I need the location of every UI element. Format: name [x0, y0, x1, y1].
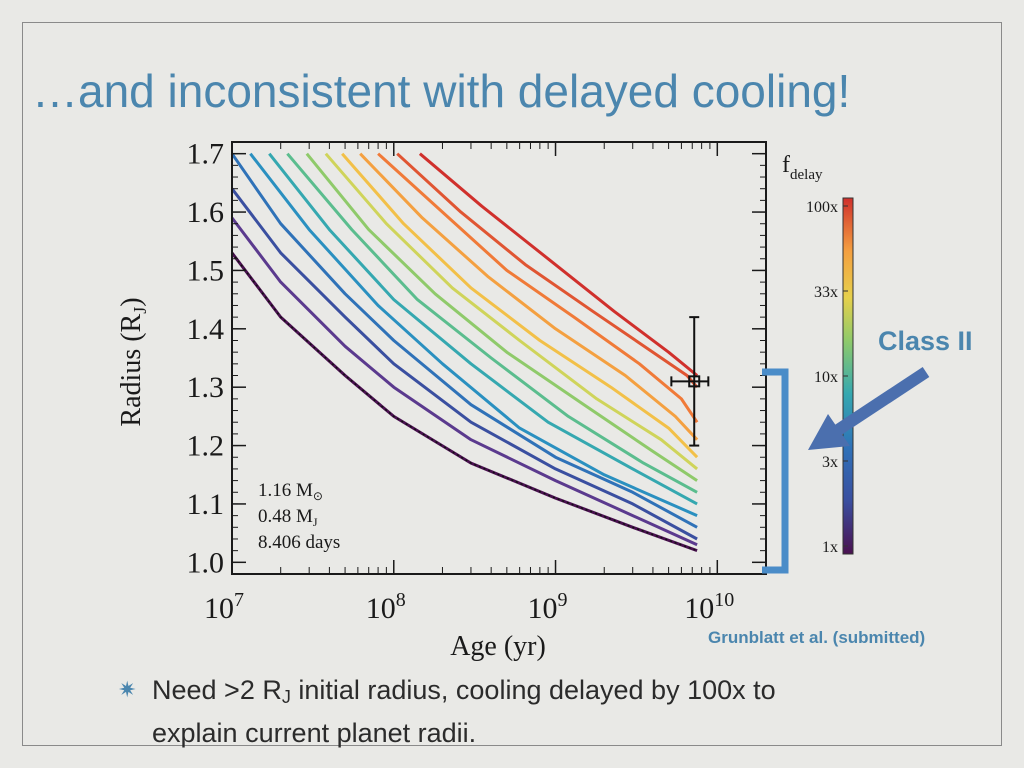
y-tick-label: 1.6	[187, 196, 225, 229]
y-tick-label: 1.7	[187, 138, 225, 171]
series-line-3	[230, 187, 698, 541]
y-tick-label: 1.2	[187, 430, 225, 463]
tick-layer: 1.0 1.1 1.2 1.3 1.4 1.5 1.6 1.7 107 108 109 1010	[187, 138, 767, 625]
series-line-dotted	[231, 252, 698, 552]
y-tick-label: 1.1	[187, 488, 225, 521]
series-line-8	[305, 152, 698, 482]
callout-arrow	[808, 366, 930, 450]
series-line-4	[230, 152, 698, 529]
series-line-11	[359, 152, 699, 441]
series-line-13	[396, 152, 699, 389]
series-line-12	[377, 152, 699, 424]
x-tick-label: 109	[528, 589, 568, 625]
colorbar-tick-label: 33x	[814, 284, 838, 301]
datapoint-layer	[670, 316, 710, 447]
arrow-shaft	[834, 366, 930, 436]
colorbar-tick-label: 1x	[822, 539, 838, 556]
series-layer	[230, 152, 699, 553]
bullet-asterisk-icon: ✷	[118, 677, 137, 702]
annotation-planet-mass: 0.48 MJ	[258, 506, 318, 529]
x-axis-label: Age (yr)	[450, 631, 546, 662]
citation: Grunblatt et al. (submitted)	[708, 628, 926, 647]
y-tick-label: 1.3	[187, 371, 225, 404]
colorbar-tick-label: 10x	[814, 369, 838, 386]
x-tick-label: 108	[366, 589, 406, 625]
series-line-2	[230, 216, 698, 547]
series-line-5	[249, 152, 698, 517]
y-axis-label: Radius (RJ)	[116, 297, 150, 426]
series-line-6	[268, 152, 698, 506]
series-line-10	[341, 152, 699, 459]
slide-frame	[22, 22, 1002, 746]
plot-frame	[231, 141, 767, 575]
data-point-marker	[688, 375, 701, 388]
class-ii-label: Class II	[878, 326, 973, 356]
bullet-text: Need >2 RJ initial radius, cooling delay…	[152, 675, 776, 748]
series-line-9	[324, 152, 699, 471]
series-line-14	[418, 152, 699, 377]
series-line-7	[286, 152, 698, 494]
colorbar-tick-label: 3x	[822, 454, 838, 471]
x-tick-label: 1010	[684, 589, 734, 625]
bracket-shape	[762, 368, 789, 574]
colorbar-label: fdelay	[782, 152, 823, 183]
chart-annotation: 1.16 M⊙ 0.48 MJ 8.406 days	[258, 480, 340, 553]
annotation-star-mass: 1.16 M⊙	[258, 480, 323, 503]
arrow-head	[808, 414, 850, 450]
x-tick-label: 107	[204, 589, 244, 625]
annotation-period: 8.406 days	[258, 532, 340, 553]
y-tick-label: 1.5	[187, 254, 225, 287]
y-tick-label: 1.0	[187, 546, 225, 579]
slide-title: …and inconsistent with delayed cooling!	[32, 65, 851, 117]
colorbar: fdelay 100x 33x 10x 3x 1x	[782, 152, 854, 556]
colorbar-tick-label: 100x	[806, 199, 838, 216]
y-tick-label: 1.4	[187, 313, 225, 346]
class-bracket	[762, 368, 789, 574]
